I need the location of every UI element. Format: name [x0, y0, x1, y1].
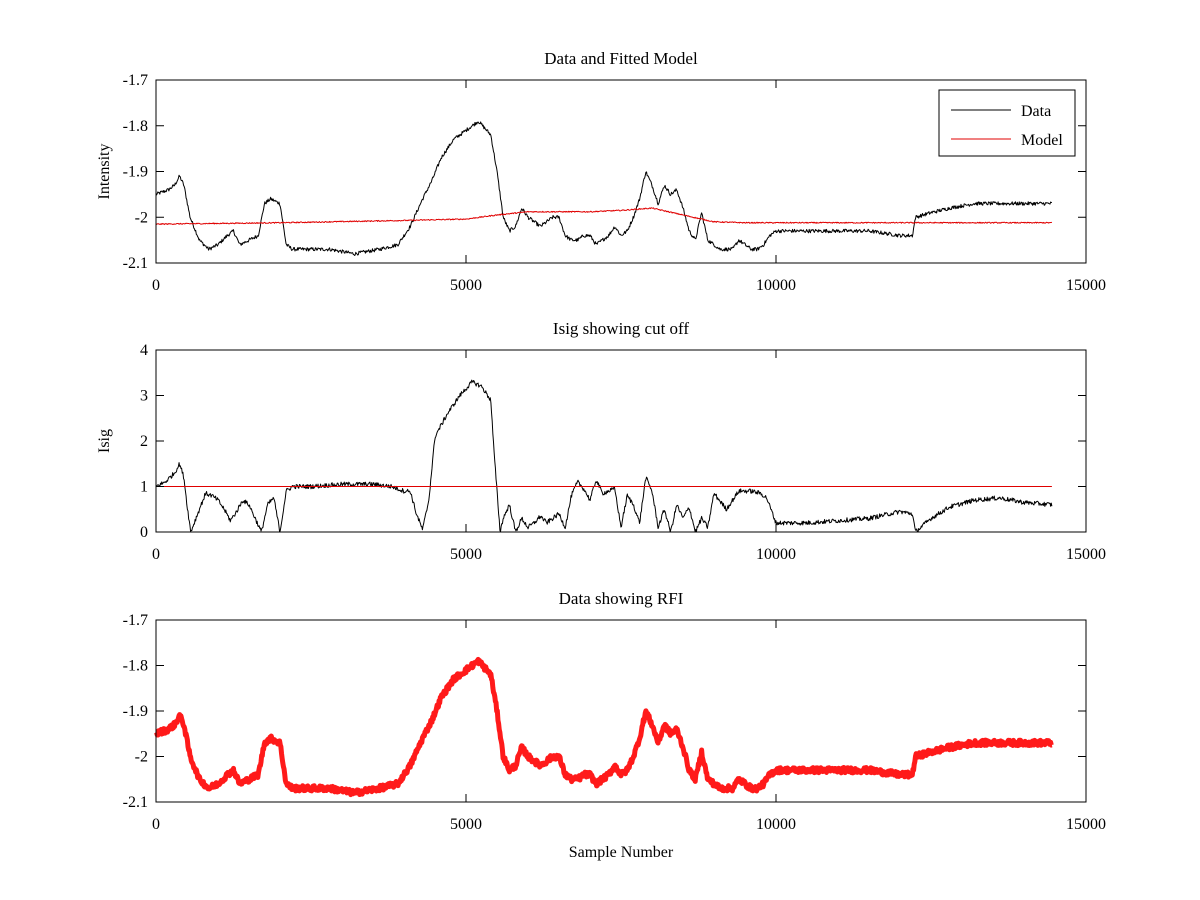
legend-label-data: Data: [1021, 103, 1051, 120]
chart-title: Isig showing cut off: [553, 319, 689, 338]
y-tick-label: -1.9: [123, 703, 148, 720]
x-tick-label: 15000: [1066, 277, 1106, 294]
x-tick-label: 5000: [450, 277, 482, 294]
panel-3: 0 5000 10000 15000 -2.1 -2 -1.9 -1.8 -1.7 Data sh…: [123, 589, 1106, 861]
data-series-line: [155, 121, 1052, 256]
y-tick-label: -1.8: [123, 118, 148, 135]
x-tick-label: 5000: [450, 816, 482, 833]
series-line-1: [155, 379, 1053, 533]
y-axis-label: Isig: [96, 429, 113, 453]
y-tick-label: -1.9: [123, 164, 148, 181]
x-tick-label: 5000: [450, 546, 482, 563]
y-tick-label: 2: [140, 433, 148, 450]
y-tick-label: 3: [140, 388, 148, 405]
y-tick-label: 1: [140, 479, 148, 496]
x-tick-label: 15000: [1066, 546, 1106, 563]
legend: Data Model: [938, 89, 1076, 157]
x-tick-label: 10000: [756, 277, 796, 294]
series-line-1: [154, 656, 1054, 798]
model-series-line: [155, 207, 1053, 226]
x-tick-label: 0: [152, 277, 160, 294]
axes-box: [155, 349, 1087, 533]
legend-label-model: Model: [1021, 132, 1063, 149]
y-tick-label: -2.1: [123, 255, 148, 272]
y-tick-label: -2.1: [123, 794, 148, 811]
y-tick-label: 0: [140, 524, 148, 541]
x-tick-label: 10000: [756, 546, 796, 563]
x-tick-label: 0: [152, 816, 160, 833]
y-tick-label: 4: [140, 342, 148, 359]
panel-2: 0 5000 10000 15000 0 1 2 3 4 Isig showing cut off…: [96, 319, 1106, 563]
y-tick-label: -1.7: [123, 72, 148, 89]
x-tick-label: 0: [152, 546, 160, 563]
chart-title: Data and Fitted Model: [544, 49, 698, 68]
y-tick-label: -2: [135, 749, 148, 766]
x-tick-label: 15000: [1066, 816, 1106, 833]
y-tick-label: -1.8: [123, 658, 148, 675]
x-tick-label: 10000: [756, 816, 796, 833]
legend-box: [938, 89, 1076, 157]
y-tick-label: -2: [135, 209, 148, 226]
y-tick-label: -1.7: [123, 612, 148, 629]
x-axis-label: Sample Number: [569, 844, 674, 861]
panel-1: 0 5000 10000 15000 -2.1 -2 -1.9 -1.8 -1.7 Data an…: [96, 49, 1106, 294]
y-axis-label: Intensity: [96, 144, 113, 200]
chart-title: Data showing RFI: [559, 589, 684, 608]
